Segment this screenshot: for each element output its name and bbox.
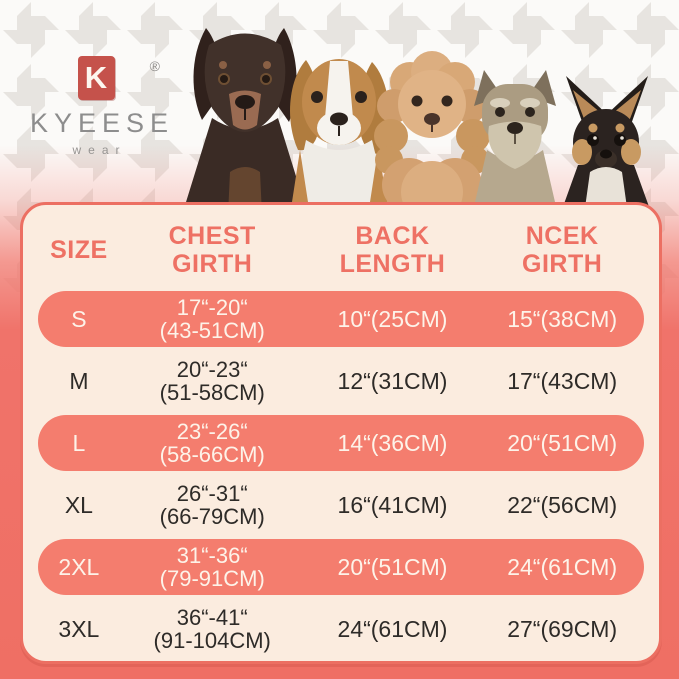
size-row-m: M 20“-23“ (51-58CM) 12“(31CM) 17“(43CM) [38, 353, 644, 409]
neck-girth-value: 27“(69CM) [507, 615, 618, 642]
chest-girth-value: 17“-20“ (43-51CM) [159, 294, 265, 343]
brand-name: KYEESE [30, 108, 175, 138]
chest-girth-value: 36“-41“ (91-104CM) [153, 604, 271, 653]
chest-girth-value: 20“-23“ (51-58CM) [159, 356, 265, 405]
size-row-s: S 17“-20“ (43-51CM) 10“(25CM) 15“(38CM) [38, 291, 644, 347]
back-length-value: 24“(61CM) [337, 615, 448, 642]
size-label: 3XL [58, 615, 100, 642]
neck-girth-value: 17“(43CM) [507, 367, 618, 394]
size-label: S [71, 305, 87, 332]
neck-girth-value: 24“(61CM) [507, 553, 618, 580]
chest-girth-value: 23“-26“ (58-66CM) [159, 418, 265, 467]
dog-chihuahua [560, 76, 652, 215]
column-header-chest-girth: CHEST GIRTH [168, 222, 256, 278]
size-row-3xl: 3XL 36“-41“ (91-104CM) 24“(61CM) 27“(69CM… [38, 601, 644, 657]
neck-girth-value: 22“(56CM) [507, 491, 618, 518]
dog-schnauzer [472, 70, 558, 215]
column-header-size: SIZE [50, 236, 108, 264]
brand-subtitle: wear [72, 143, 127, 157]
brand-logo-mark: K [77, 56, 115, 100]
size-row-2xl: 2XL 31“-36“ (79-91CM) 20“(51CM) 24“(61CM) [38, 539, 644, 595]
size-chart-card: SIZE CHEST GIRTH BACK LENGTH NCEK GIRTH … [20, 202, 662, 664]
dog-doberman [182, 28, 308, 215]
back-length-value: 12“(31CM) [337, 367, 448, 394]
size-row-l: L 23“-26“ (58-66CM) 14“(36CM) 20“(51CM) [38, 415, 644, 471]
neck-girth-value: 20“(51CM) [507, 429, 618, 456]
registered-trademark-symbol: ® [149, 58, 160, 74]
chest-girth-value: 26“-31“ (66-79CM) [159, 480, 265, 529]
size-label: 2XL [58, 553, 100, 580]
brand-logo: K ® KYEESE wear [24, 56, 168, 157]
size-chart-header-row: SIZE CHEST GIRTH BACK LENGTH NCEK GIRTH [38, 209, 644, 291]
back-length-value: 16“(41CM) [337, 491, 448, 518]
column-header-neck-girth: NCEK GIRTH [522, 222, 603, 278]
size-row-xl: XL 26“-31“ (66-79CM) 16“(41CM) 22“(56CM) [38, 477, 644, 533]
chest-girth-value: 31“-36“ (79-91CM) [159, 542, 265, 591]
size-label: XL [64, 491, 93, 518]
column-header-back-length: BACK LENGTH [339, 222, 446, 278]
back-length-value: 10“(25CM) [337, 305, 448, 332]
size-label: M [69, 367, 89, 394]
neck-girth-value: 15“(38CM) [507, 305, 618, 332]
back-length-value: 20“(51CM) [337, 553, 448, 580]
dog-beagle [290, 59, 390, 215]
size-label: L [72, 429, 86, 456]
dog-poodle [374, 51, 490, 215]
back-length-value: 14“(36CM) [337, 429, 448, 456]
